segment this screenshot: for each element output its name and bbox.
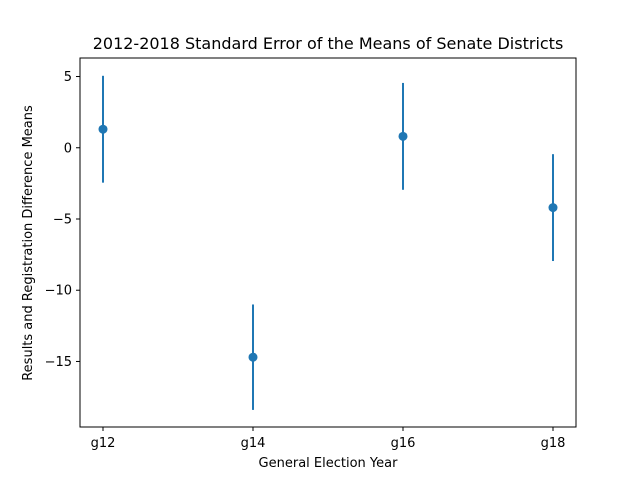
x-axis: g12 g14 g16 g18 [91, 427, 566, 451]
x-tick-label: g12 [91, 436, 116, 451]
y-tick-label: 0 [64, 141, 72, 156]
y-axis-label: Results and Registration Difference Mean… [21, 105, 36, 381]
x-tick-label: g18 [541, 436, 566, 451]
data-point [98, 124, 108, 134]
data-point [398, 131, 408, 141]
data-point [248, 352, 258, 362]
x-axis-label: General Election Year [259, 456, 399, 471]
x-tick-label: g16 [391, 436, 416, 451]
data-series [98, 75, 558, 410]
y-tick-label: −15 [45, 355, 72, 370]
data-point [548, 203, 558, 213]
y-tick-label: −10 [45, 284, 72, 299]
y-axis: 5 0 −5 −10 −15 [45, 70, 80, 370]
y-tick-label: −5 [53, 212, 72, 227]
plot-area [79, 57, 577, 428]
y-tick-label: 5 [64, 70, 72, 85]
x-tick-label: g14 [241, 436, 266, 451]
chart-title: 2012-2018 Standard Error of the Means of… [93, 34, 564, 53]
